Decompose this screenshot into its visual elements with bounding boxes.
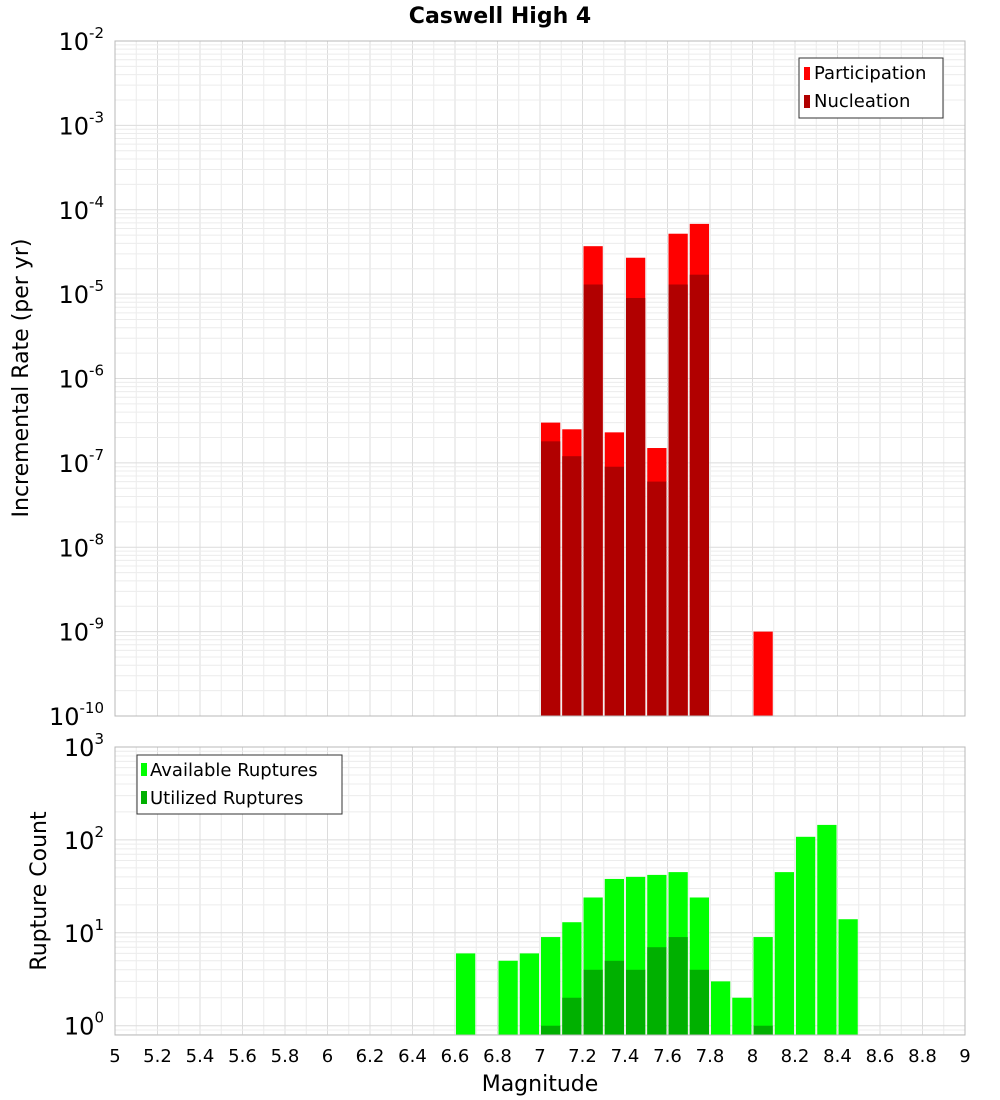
available-ruptures-bar [541,937,561,1035]
top-legend: Participation Nucleation [798,57,944,119]
nucleation-bar [626,297,646,716]
nucleation-bar [562,456,582,716]
available-legend-swatch [141,763,147,776]
available-ruptures-bar [498,960,518,1035]
y-tick-label: 10-6 [58,362,104,394]
x-tick-label: 5.4 [186,1046,215,1067]
available-ruptures-bar [838,919,858,1035]
x-tick-label: 5.6 [228,1046,257,1067]
x-tick-label: 5.2 [143,1046,172,1067]
utilized-ruptures-bar [541,1025,561,1035]
available-ruptures-bar [519,953,539,1035]
bottom-plot-frame [114,746,966,1036]
x-tick-label: 7 [534,1046,545,1067]
nucleation-bar [583,284,603,716]
x-axis-ticks: 5 5.2 5.4 5.6 5.8 6 6.2 6.4 6.6 6.8 7 7.2 7.4 7.6 7.8 8… [109,1046,970,1067]
x-axis-label: Magnitude [482,1072,599,1097]
x-tick-label: 5 [109,1046,120,1067]
x-tick-label: 7.8 [696,1046,725,1067]
y-tick-label: 10-9 [58,615,104,647]
bottom-legend: Available Ruptures Utilized Ruptures [136,754,343,815]
x-tick-label: 6.4 [398,1046,427,1067]
y-tick-label: 10-7 [58,446,104,478]
utilized-ruptures-bar [583,969,603,1035]
x-tick-label: 8.8 [908,1046,937,1067]
top-y-ticks: 10-2 10-3 10-4 10-5 10-6 10-7 10-8 10-9 10-10 [49,24,104,731]
top-bars [541,223,773,716]
utilized-legend-swatch [141,791,147,804]
available-ruptures-bar [796,836,816,1035]
top-legend-box [798,57,944,119]
top-plot-frame [114,40,966,717]
nucleation-bar [668,284,688,716]
utilized-ruptures-bar [562,997,582,1035]
x-tick-label: 6 [322,1046,333,1067]
x-tick-label: 8 [747,1046,758,1067]
utilized-ruptures-bar [647,947,667,1035]
participation-legend-swatch [804,67,810,80]
x-tick-label: 7.4 [611,1046,640,1067]
bottom-legend-box [136,754,343,815]
available-ruptures-bar [774,872,794,1035]
y-tick-label: 10-3 [58,108,104,140]
bottom-bars [456,824,858,1035]
top-grid [114,41,966,717]
x-tick-label: 6.6 [441,1046,470,1067]
y-tick-label: 100 [64,1009,104,1041]
y-tick-label: 10-2 [58,24,104,56]
x-tick-label: 9 [959,1046,970,1067]
y-tick-label: 10-4 [58,193,104,225]
y-tick-label: 101 [64,916,104,948]
utilized-ruptures-bar [604,960,624,1035]
available-ruptures-bar [732,997,752,1035]
participation-legend-label: Participation [814,63,926,84]
bottom-y-ticks: 103 102 101 100 [64,730,104,1041]
y-tick-label: 10-8 [58,530,104,562]
incremental-rate-panel: 10-2 10-3 10-4 10-5 10-6 10-7 10-8 10-9 10-10 In… [9,24,966,731]
participation-bar [753,631,773,716]
nucleation-legend-label: Nucleation [814,91,910,112]
nucleation-legend-swatch [804,95,810,108]
y-tick-label: 10-10 [49,699,104,731]
y-tick-label: 103 [64,730,104,762]
nucleation-bar [689,274,709,716]
x-tick-label: 5.8 [271,1046,300,1067]
x-tick-label: 8.2 [781,1046,810,1067]
utilized-ruptures-bar [626,969,646,1035]
x-tick-label: 8.4 [823,1046,852,1067]
y-tick-label: 102 [64,823,104,855]
top-y-axis-label: Incremental Rate (per yr) [9,239,34,518]
x-tick-label: 6.8 [483,1046,512,1067]
utilized-ruptures-bar [753,1025,773,1035]
bottom-y-axis-label: Rupture Count [27,811,52,971]
nucleation-bar [541,441,561,716]
x-tick-label: 8.6 [866,1046,895,1067]
available-ruptures-bar [753,937,773,1035]
rupture-count-panel: 103 102 101 100 Rupture Count Available Rup… [27,730,966,1041]
utilized-legend-label: Utilized Ruptures [150,788,303,809]
x-tick-label: 7.2 [568,1046,597,1067]
x-tick-label: 6.2 [356,1046,385,1067]
available-ruptures-bar [711,981,731,1035]
available-ruptures-bar [456,953,476,1035]
utilized-ruptures-bar [668,937,688,1035]
chart-title: Caswell High 4 [409,4,591,29]
utilized-ruptures-bar [689,969,709,1035]
nucleation-bar [604,466,624,716]
nucleation-bar [647,481,667,716]
x-tick-label: 7.6 [653,1046,682,1067]
available-ruptures-bar [817,824,837,1035]
y-tick-label: 10-5 [58,277,104,309]
available-legend-label: Available Ruptures [150,760,318,781]
